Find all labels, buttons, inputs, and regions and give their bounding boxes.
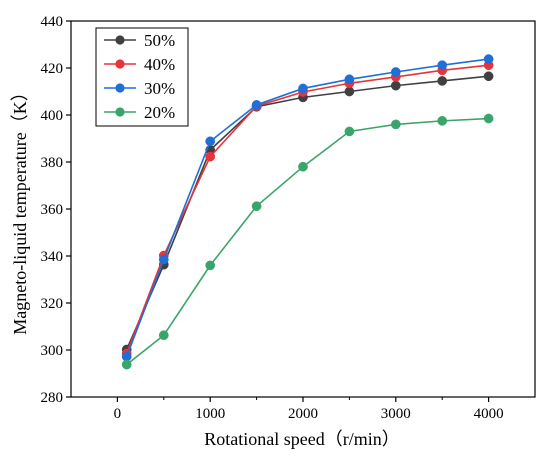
y-tick-label: 320 [41, 296, 64, 312]
x-tick-label: 3000 [381, 406, 411, 422]
data-point [251, 201, 262, 212]
x-tick-label: 0 [114, 406, 122, 422]
series-30pct [121, 54, 494, 362]
data-point [344, 126, 355, 137]
data-point [298, 161, 308, 172]
series-line [126, 117, 489, 366]
data-point [121, 359, 132, 370]
data-point [437, 60, 448, 71]
x-axis-title: Rotational speed（r/min） [204, 429, 399, 449]
data-point [344, 86, 355, 97]
legend-label: 40% [144, 55, 175, 74]
data-point [437, 116, 448, 126]
data-point [298, 83, 308, 94]
series-layer [121, 54, 494, 370]
legend-box [95, 27, 189, 127]
y-tick-label: 440 [41, 14, 64, 30]
legend-label: 50% [144, 31, 175, 50]
data-point [205, 260, 216, 271]
legend-marker [115, 107, 125, 117]
data-point [483, 54, 494, 64]
data-point [437, 76, 448, 86]
y-tick-label: 300 [41, 343, 64, 359]
legend-marker [115, 59, 125, 69]
y-tick-label: 360 [41, 202, 64, 218]
y-tick-label: 420 [41, 61, 64, 77]
data-point [344, 74, 355, 85]
y-tick-label: 400 [41, 108, 64, 124]
data-point [158, 330, 169, 341]
data-point [158, 254, 169, 265]
y-tick-label: 340 [41, 249, 64, 265]
legend-marker [115, 35, 125, 45]
legend-marker [115, 83, 125, 93]
x-tick-label: 2000 [288, 406, 318, 422]
data-point [390, 119, 401, 130]
data-point [390, 80, 401, 91]
legend-label: 20% [144, 103, 175, 122]
data-point [390, 67, 401, 77]
data-point [205, 136, 216, 147]
y-tick-label: 380 [41, 155, 64, 171]
data-point [251, 100, 262, 110]
x-tick-label: 1000 [195, 406, 225, 422]
y-tick-label: 280 [41, 390, 64, 406]
x-tick-label: 4000 [474, 406, 504, 422]
legend-label: 30% [144, 79, 175, 98]
data-point [205, 151, 216, 162]
axes: 280 300 320 340 360 380 400 420 440 0 1000 2000 3000… [41, 14, 536, 422]
legend: 50% 40% 30% 20% [95, 27, 189, 127]
y-axis-title: Magneto-liquid temperature（K） [10, 83, 30, 334]
series-20pct [121, 113, 494, 370]
data-point [483, 113, 494, 124]
data-point [483, 71, 494, 82]
